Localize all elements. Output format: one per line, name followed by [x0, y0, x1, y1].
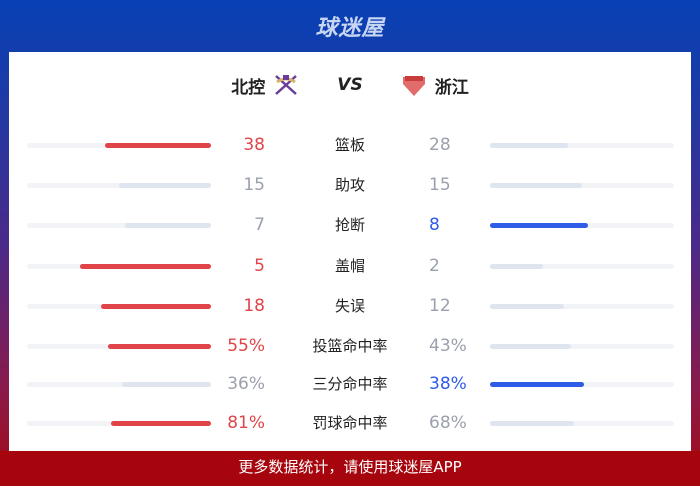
home-value: 38 — [243, 135, 265, 155]
away-bar-track — [490, 421, 674, 426]
away-bar-track — [490, 223, 674, 228]
away-value: 43% — [429, 336, 467, 356]
away-bar-track — [490, 183, 674, 188]
home-bar — [119, 183, 211, 188]
stat-row: 81% 罚球命中率 68% — [9, 411, 691, 435]
away-value: 2 — [429, 256, 440, 276]
home-bar — [107, 344, 211, 349]
away-value: 68% — [429, 413, 467, 433]
stat-row: 18 失误 12 — [9, 294, 691, 318]
home-bar-track — [27, 183, 211, 188]
stat-label: 罚球命中率 — [312, 414, 388, 432]
away-bar-track — [490, 382, 674, 387]
home-bar — [100, 304, 211, 309]
match-header: 北控 VS 浙江 — [9, 70, 691, 100]
stat-label: 投篮命中率 — [312, 337, 388, 355]
home-team-name: 北控 — [231, 77, 266, 98]
home-bar-track — [27, 223, 211, 228]
away-bar-track — [490, 344, 674, 349]
home-bar-track — [27, 304, 211, 309]
home-bar — [110, 421, 211, 426]
home-bar-track — [27, 143, 211, 148]
stat-label: 三分命中率 — [312, 375, 388, 393]
away-value: 12 — [429, 296, 451, 316]
away-bar-track — [490, 304, 674, 309]
home-bar-track — [27, 421, 211, 426]
away-team-name: 浙江 — [434, 77, 469, 98]
away-value: 15 — [429, 175, 451, 195]
home-value: 81% — [227, 413, 265, 433]
stat-row: 55% 投篮命中率 43% — [9, 334, 691, 358]
away-value: 38% — [429, 374, 467, 394]
home-value: 7 — [254, 215, 265, 235]
stats-card: 北控 VS 浙江 38 篮板 28 15 助攻 15 7 抢断 8 5 盖帽 2… — [9, 52, 691, 451]
stat-label: 盖帽 — [334, 257, 365, 275]
home-bar — [79, 264, 211, 269]
home-bar-track — [27, 382, 211, 387]
away-bar-track — [490, 264, 674, 269]
home-bar-track — [27, 344, 211, 349]
away-bar — [490, 344, 571, 349]
home-bar — [105, 143, 211, 148]
home-value: 5 — [254, 256, 265, 276]
vs-label: VS — [337, 75, 363, 95]
away-value: 8 — [429, 215, 440, 235]
away-bar — [490, 304, 564, 309]
away-bar — [490, 264, 543, 269]
away-bar — [490, 223, 589, 228]
footer-app-promo[interactable]: 更多数据统计，请使用球迷屋APP — [0, 451, 700, 486]
stat-label: 失误 — [334, 297, 365, 315]
home-value: 15 — [243, 175, 265, 195]
home-value: 18 — [243, 296, 265, 316]
stat-label: 篮板 — [334, 136, 365, 154]
stat-row: 15 助攻 15 — [9, 173, 691, 197]
stat-row: 36% 三分命中率 38% — [9, 372, 691, 396]
away-value: 28 — [429, 135, 451, 155]
away-bar — [490, 183, 582, 188]
home-team-logo-icon — [275, 75, 298, 95]
away-bar — [490, 421, 574, 426]
away-bar — [490, 382, 585, 387]
stat-row: 38 篮板 28 — [9, 133, 691, 157]
stat-row: 5 盖帽 2 — [9, 254, 691, 278]
home-value: 36% — [227, 374, 265, 394]
home-value: 55% — [227, 336, 265, 356]
stat-row: 7 抢断 8 — [9, 213, 691, 237]
home-bar-track — [27, 264, 211, 269]
away-bar — [490, 143, 569, 148]
brand-logo: 球迷屋 — [315, 16, 385, 41]
home-bar — [121, 382, 211, 387]
away-team-logo-icon — [402, 76, 425, 96]
stat-label: 助攻 — [334, 176, 365, 194]
stat-label: 抢断 — [334, 216, 365, 234]
home-bar — [125, 223, 211, 228]
away-bar-track — [490, 143, 674, 148]
